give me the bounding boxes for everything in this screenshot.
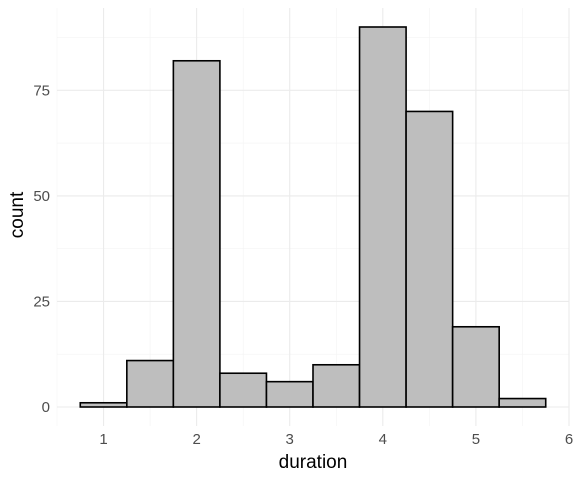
histogram-bar (126, 359, 175, 408)
histogram-bar (172, 59, 221, 408)
histogram-bar (312, 363, 361, 408)
y-axis-title: count (7, 191, 28, 238)
y-tick-label: 25 (33, 293, 50, 310)
x-tick-label: 4 (379, 431, 387, 448)
histogram-bar (219, 372, 268, 408)
x-tick-label: 5 (472, 431, 480, 448)
x-tick-label: 2 (192, 431, 200, 448)
x-tick-label: 1 (99, 431, 107, 448)
y-axis-tick-labels: 0 25 50 75 (33, 82, 50, 416)
y-tick-label: 75 (33, 82, 50, 99)
histogram-bar (79, 401, 128, 408)
x-tick-label: 3 (286, 431, 294, 448)
histogram-bar (451, 325, 500, 408)
y-tick-label: 50 (33, 188, 50, 205)
x-tick-label: 6 (565, 431, 573, 448)
x-axis-tick-labels: 1 2 3 4 5 6 (99, 431, 573, 448)
histogram-bar (358, 26, 407, 408)
histogram-bar (498, 397, 547, 408)
x-axis-title: duration (279, 452, 348, 473)
histogram-bar (265, 380, 314, 408)
histogram-bars (79, 26, 547, 408)
histogram-bar (405, 110, 454, 408)
y-tick-label: 0 (42, 399, 50, 416)
